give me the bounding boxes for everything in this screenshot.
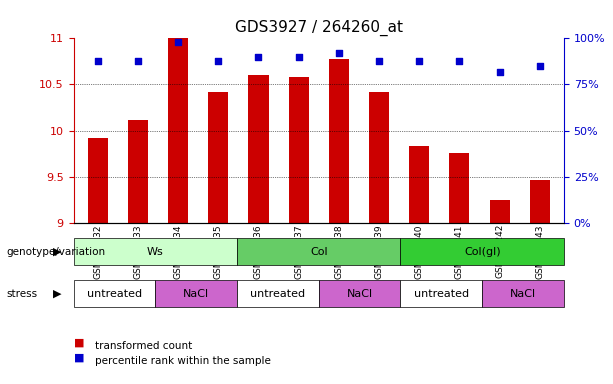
Bar (88, 138, 108, 223)
Text: Ws: Ws (147, 247, 164, 257)
Bar (208, 92, 228, 223)
Text: Col(gl): Col(gl) (464, 247, 501, 257)
Bar (168, 38, 188, 223)
Bar (329, 59, 349, 223)
Point (455, 58, 465, 64)
Text: genotype/variation: genotype/variation (6, 247, 105, 257)
Point (495, 68, 504, 74)
Text: ▶: ▶ (53, 247, 61, 257)
Text: stress: stress (6, 289, 37, 299)
Text: NaCl: NaCl (346, 289, 373, 299)
Text: untreated: untreated (87, 289, 142, 299)
Bar (530, 180, 550, 223)
Point (254, 54, 264, 60)
Text: transformed count: transformed count (95, 341, 192, 351)
Text: percentile rank within the sample: percentile rank within the sample (95, 356, 271, 366)
Text: ■: ■ (74, 353, 84, 363)
Bar (128, 119, 148, 223)
Bar (490, 200, 509, 223)
Text: Col: Col (310, 247, 327, 257)
Text: NaCl: NaCl (510, 289, 536, 299)
Point (213, 58, 223, 64)
Point (414, 58, 424, 64)
Bar (248, 75, 268, 223)
Point (173, 39, 183, 45)
Bar (369, 92, 389, 223)
Point (294, 54, 303, 60)
Text: NaCl: NaCl (183, 289, 209, 299)
Title: GDS3927 / 264260_at: GDS3927 / 264260_at (235, 20, 403, 36)
Point (93, 58, 102, 64)
Point (374, 58, 384, 64)
Text: ▶: ▶ (53, 289, 61, 299)
Bar (449, 153, 470, 223)
Bar (289, 77, 309, 223)
Text: untreated: untreated (414, 289, 469, 299)
Bar (409, 146, 429, 223)
Point (334, 50, 344, 56)
Text: untreated: untreated (250, 289, 305, 299)
Point (535, 63, 545, 69)
Point (133, 58, 143, 64)
Text: ■: ■ (74, 338, 84, 348)
